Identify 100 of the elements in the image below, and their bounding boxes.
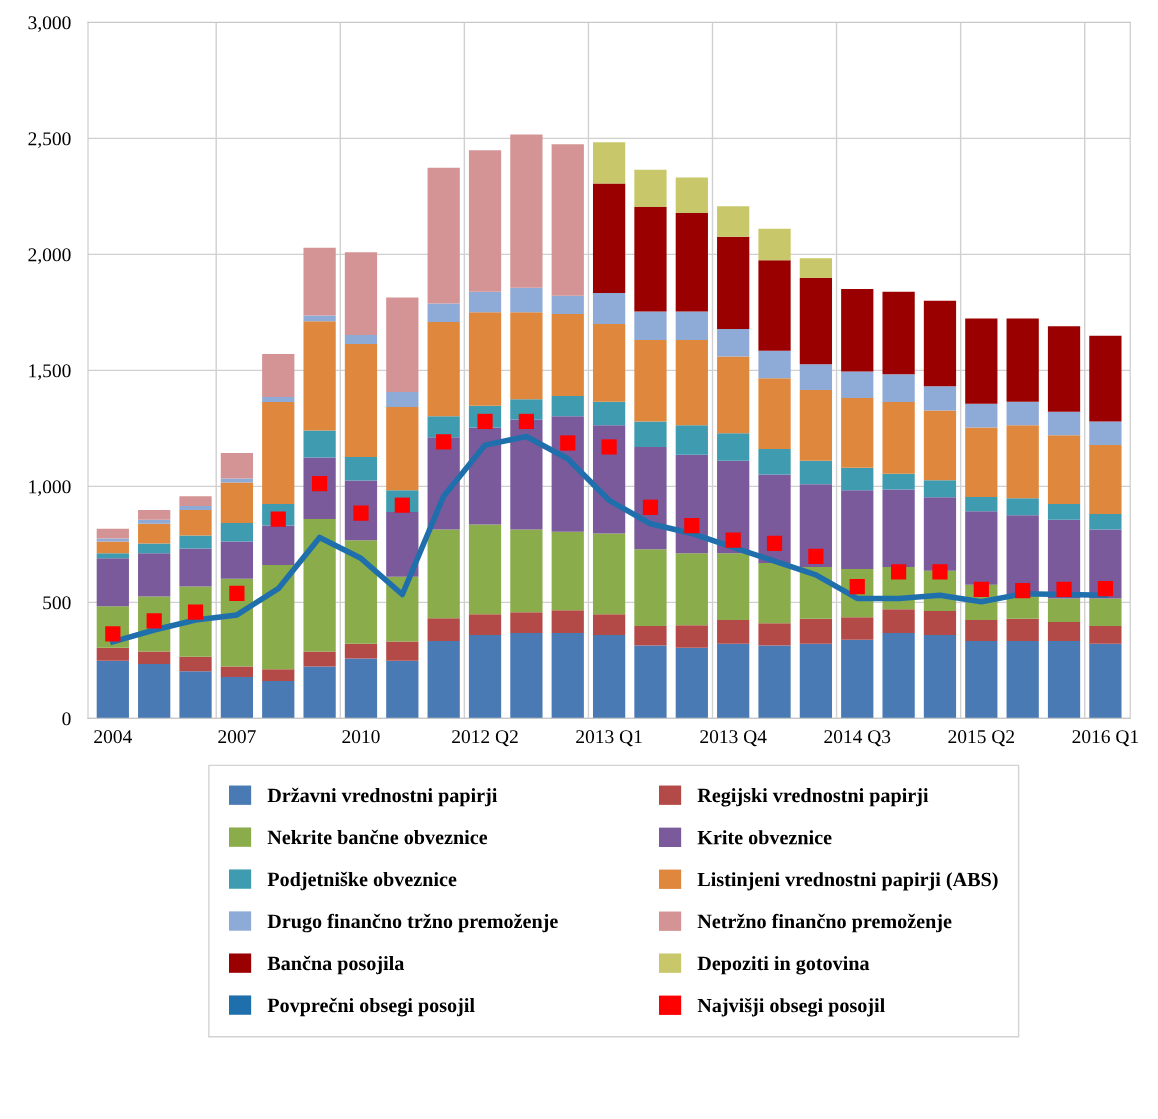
- bar: [882, 609, 915, 634]
- bar: [675, 425, 708, 455]
- bar: [510, 287, 543, 313]
- bar: [1006, 425, 1039, 499]
- bar: [965, 318, 998, 404]
- bar: [717, 356, 750, 434]
- point: [436, 434, 452, 450]
- bar: [634, 549, 667, 627]
- point: [766, 535, 783, 552]
- legend-label: Najvišji obsegi posojil: [697, 997, 885, 1017]
- bar: [179, 496, 212, 507]
- bar: [1089, 643, 1122, 719]
- bar: [468, 150, 502, 292]
- bar: [138, 651, 171, 665]
- bar: [882, 401, 915, 474]
- bar: [303, 430, 336, 458]
- bar: [138, 519, 171, 524]
- bar: [675, 647, 708, 719]
- bar: [923, 300, 957, 387]
- bar: [386, 407, 419, 491]
- bar: [841, 467, 874, 491]
- bar: [799, 643, 833, 719]
- x-tick-label: 2013 Q1: [576, 730, 642, 747]
- bar: [1089, 514, 1122, 530]
- bar: [510, 612, 543, 634]
- bar: [220, 523, 254, 542]
- bar: [841, 371, 874, 398]
- legend-label: Nekrite bančne obveznice: [267, 829, 488, 845]
- bar: [220, 452, 254, 479]
- point: [808, 548, 824, 565]
- bar: [965, 620, 998, 641]
- bar: [386, 511, 419, 577]
- y-tick-label: 1,500: [29, 364, 71, 381]
- bar: [386, 660, 419, 719]
- legend-label: Depoziti in gotovina: [697, 956, 870, 975]
- bar: [179, 671, 212, 719]
- bar: [427, 529, 460, 619]
- bar: [1047, 326, 1081, 412]
- point: [891, 564, 907, 580]
- x-tick-label: 2007: [218, 730, 256, 744]
- bar: [551, 295, 584, 315]
- bar: [923, 386, 957, 411]
- bar: [468, 635, 502, 719]
- bar: [758, 562, 791, 624]
- y-tick-label: 2,500: [28, 132, 71, 149]
- bar: [841, 639, 874, 719]
- bar: [551, 395, 584, 417]
- bar: [592, 292, 626, 324]
- bar: [799, 364, 833, 391]
- bar: [96, 647, 129, 661]
- bar: [427, 416, 460, 438]
- bar: [510, 529, 543, 613]
- bar: [138, 523, 171, 544]
- bar: [510, 312, 543, 400]
- bar: [592, 635, 626, 719]
- y-tick-label: 1,000: [29, 480, 71, 497]
- bar: [96, 558, 129, 607]
- bar: [882, 489, 915, 567]
- bar: [675, 177, 708, 214]
- bar: [799, 258, 833, 279]
- bar: [96, 528, 129, 539]
- bar: [468, 291, 502, 313]
- bar: [551, 314, 584, 396]
- bar: [758, 228, 791, 261]
- bar: [634, 421, 667, 447]
- bar: [303, 315, 336, 322]
- bar: [220, 541, 254, 579]
- bar: [799, 618, 833, 644]
- bar: [634, 169, 667, 208]
- bar: [179, 506, 212, 511]
- bar: [758, 378, 791, 450]
- bar: [841, 288, 874, 372]
- bar: [965, 403, 998, 428]
- legend-label: Drugo finančno tržno premoženje: [267, 913, 558, 933]
- point: [1056, 581, 1072, 598]
- bar: [1089, 598, 1122, 627]
- bar: [344, 643, 378, 659]
- legend-label: Bančna posojila: [267, 955, 405, 975]
- bar: [1047, 622, 1081, 641]
- bar: [551, 633, 584, 719]
- x-tick-label: 2016 Q1: [1072, 730, 1138, 747]
- bar: [1089, 445, 1122, 514]
- bar: [634, 645, 667, 719]
- bar: [96, 541, 129, 554]
- bar: [551, 531, 584, 611]
- bar: [303, 519, 336, 652]
- bar: [882, 633, 915, 719]
- bar: [1006, 498, 1039, 516]
- bar: [303, 247, 336, 316]
- point: [725, 532, 741, 548]
- point: [187, 604, 204, 620]
- bar: [965, 427, 998, 498]
- bar: [1089, 626, 1122, 644]
- bar: [634, 311, 667, 340]
- legend-label: Državni vrednostni papirji: [267, 787, 498, 807]
- bar: [923, 497, 957, 571]
- bar: [592, 533, 626, 615]
- bar: [220, 482, 254, 524]
- bar: [1006, 515, 1039, 595]
- point: [684, 517, 700, 534]
